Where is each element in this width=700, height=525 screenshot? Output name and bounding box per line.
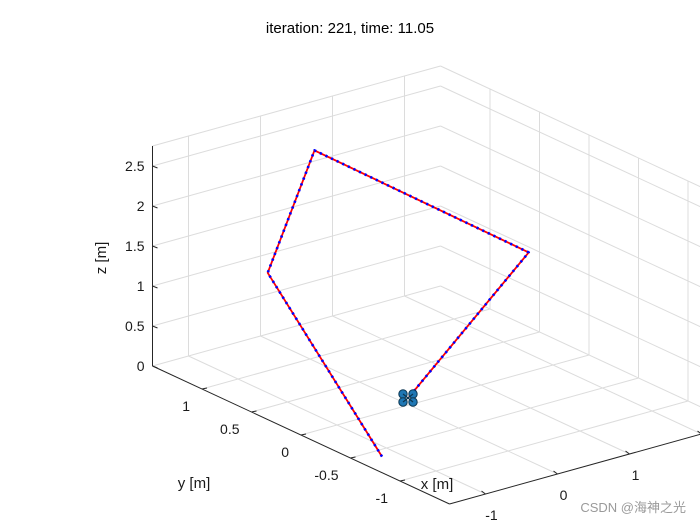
z-tick-mark: [152, 165, 158, 169]
trajectory-markers-1: [266, 149, 531, 458]
grid-line-side-z: [440, 245, 700, 368]
z-tick-label: 2.5: [125, 158, 145, 174]
z-tick-label: 0.5: [125, 318, 145, 334]
z-tick-mark: [152, 365, 158, 369]
grid-edge: [440, 65, 700, 188]
z-tick-label: 0: [137, 358, 145, 374]
grid-line-floor-y: [350, 377, 639, 459]
grid-line-side-z: [440, 125, 700, 248]
y-axis-label: y [m]: [178, 475, 211, 492]
grid-line-back-z: [152, 85, 441, 167]
y-tick-label: 0.5: [220, 421, 240, 437]
grid-line-floor-y: [251, 331, 540, 413]
x-tick-label: 1: [632, 467, 640, 483]
grid-line-side-z: [440, 85, 700, 208]
grid-line-back-z: [152, 285, 441, 367]
series-group: [266, 149, 531, 458]
y-tick-label: 0: [281, 444, 289, 460]
x-tick-label: 0: [560, 487, 568, 503]
z-tick-label: 1.5: [125, 238, 145, 254]
grid-line-side-z: [440, 285, 700, 408]
y-tick-label: 1: [182, 398, 190, 414]
grid-line-back-z: [152, 245, 441, 327]
y-tick-mark: [201, 387, 208, 390]
z-tick-mark: [152, 245, 158, 249]
watermark: CSDN @海神之光: [580, 500, 686, 515]
x-axis-line: [449, 433, 700, 505]
grid-line-side-z: [440, 205, 700, 328]
axes: [152, 146, 700, 505]
grid-line-floor-y: [201, 308, 491, 390]
grid-line-side-z: [440, 165, 700, 288]
x-tick-mark: [625, 450, 630, 455]
y-tick-mark: [300, 433, 307, 436]
z-tick-label: 1: [137, 278, 145, 294]
x-tick-label: -1: [485, 507, 498, 523]
drone-marker: [398, 389, 418, 407]
y-tick-mark: [350, 456, 356, 459]
drone-arm: [402, 393, 414, 403]
z-tick-label: 2: [137, 198, 145, 214]
z-tick-mark: [152, 205, 158, 209]
x-tick-mark: [553, 470, 558, 475]
chart-title: iteration: 221, time: 11.05: [266, 20, 434, 37]
y-tick-label: -0.5: [314, 467, 338, 483]
grid-line-floor-y: [399, 400, 689, 482]
y-tick-mark: [251, 410, 257, 413]
grid-line-floor-y: [300, 354, 590, 436]
grid-line-back-z: [152, 165, 441, 247]
z-tick-mark: [152, 325, 158, 329]
z-axis-label: z [m]: [93, 242, 110, 275]
grid: [152, 65, 700, 495]
grid-line-back-z: [152, 205, 441, 287]
z-tick-mark: [152, 285, 158, 289]
x-tick-mark: [481, 490, 486, 495]
grid-line-back-z: [152, 125, 441, 207]
grid-edge: [152, 65, 441, 147]
x-axis-label: x [m]: [421, 476, 454, 493]
y-tick-label: -1: [376, 490, 389, 506]
y-tick-mark: [399, 479, 406, 482]
